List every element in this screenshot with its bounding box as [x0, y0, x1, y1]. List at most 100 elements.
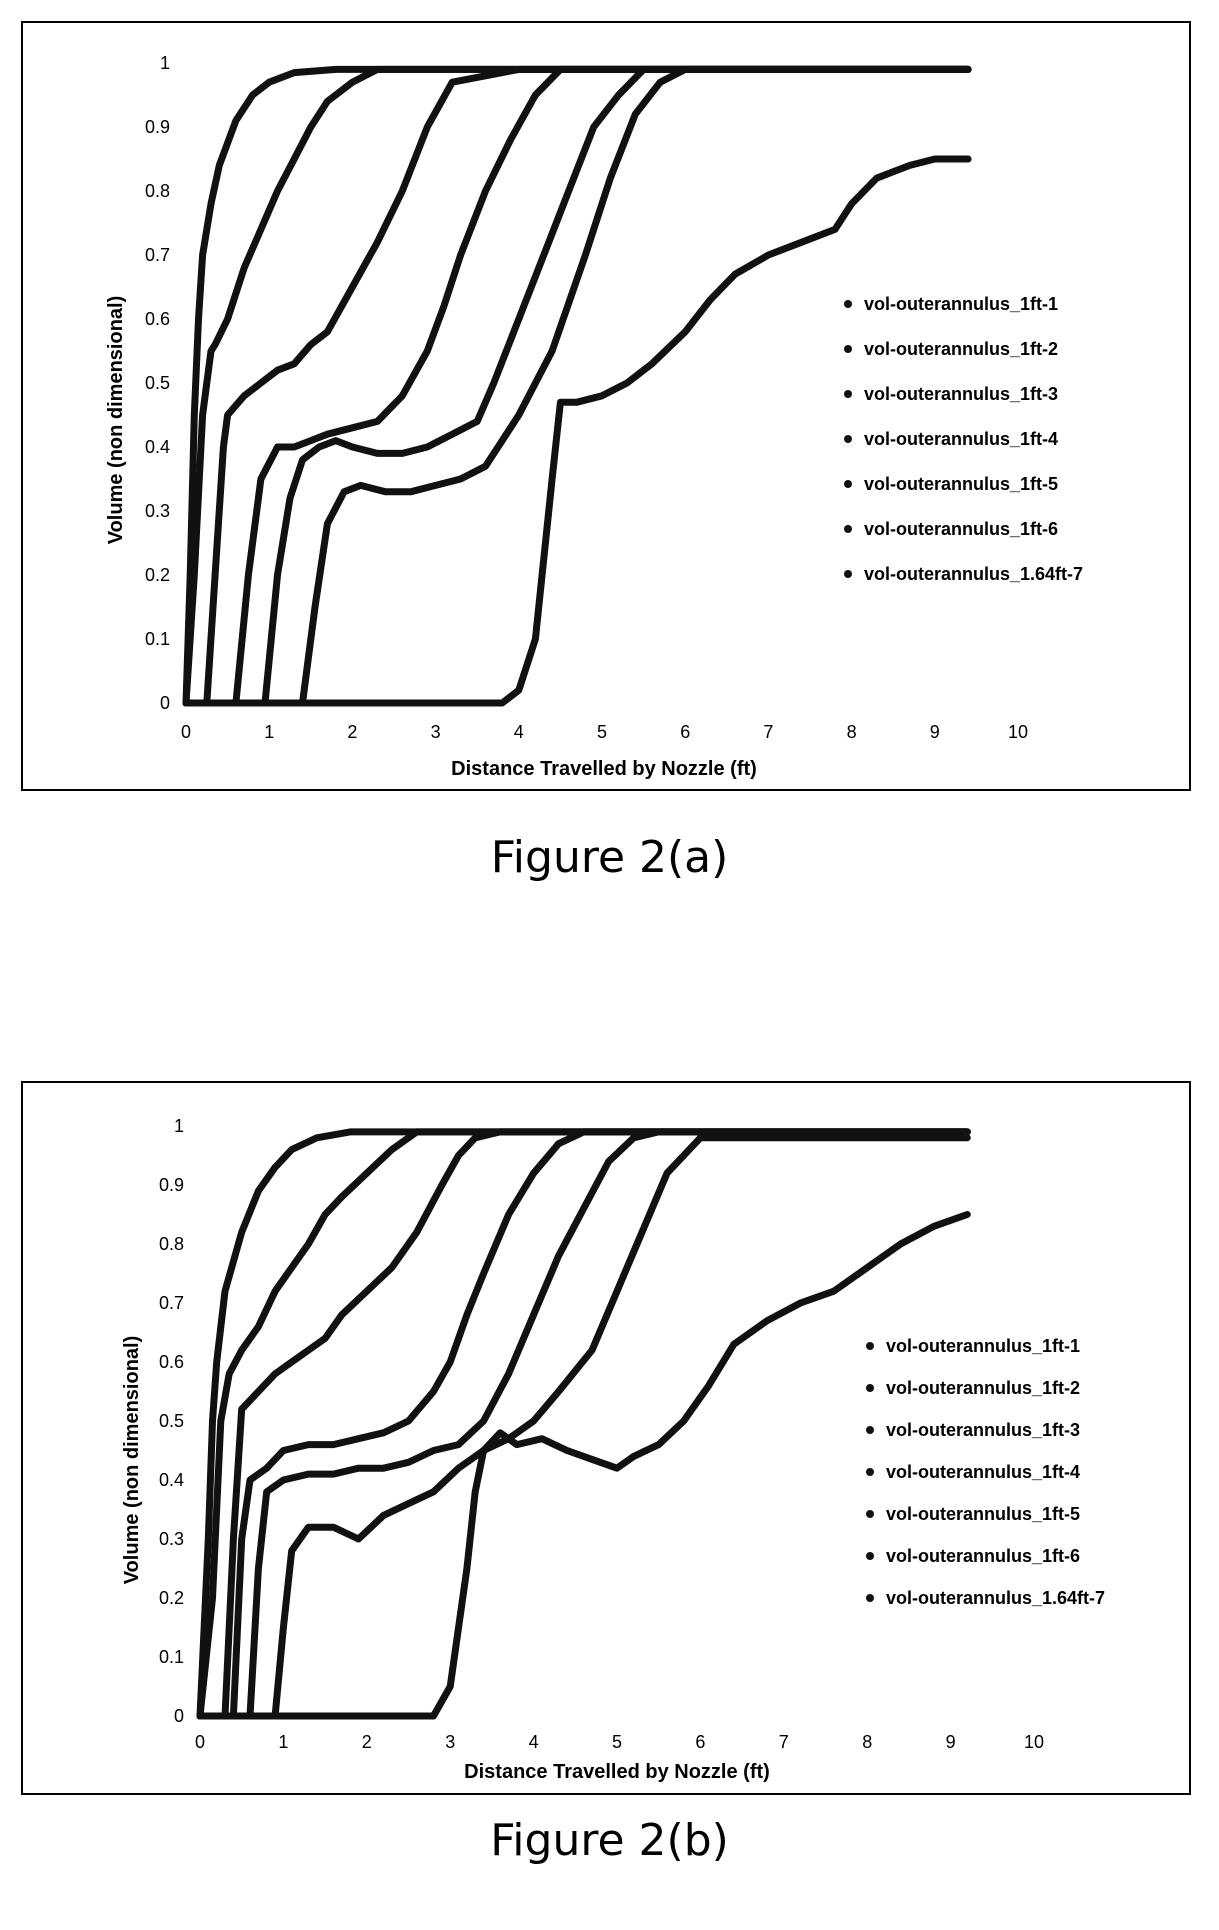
- legend: vol-outerannulus_1ft-1 vol-outerannulus_1…: [844, 294, 1083, 584]
- legend-entry: vol-outerannulus_1ft-4: [864, 429, 1058, 449]
- legend-entry: vol-outerannulus_1ft-1: [864, 294, 1058, 314]
- legend-marker: [866, 1468, 874, 1476]
- y-tick-label: 1: [174, 1116, 184, 1136]
- series-line-2: [196, 1128, 971, 1720]
- figure-2a-chart: 0 0.1 0.2 0.3 0.4 0.5 0.6 0.7 0.8 0.9 1 0 1 2 3 4 5 6 7 8 9…: [21, 21, 1191, 791]
- x-tick-label: 1: [264, 722, 274, 742]
- x-tick-label: 5: [597, 722, 607, 742]
- series-line-3: [196, 1128, 971, 1720]
- x-tick-label: 2: [362, 1732, 372, 1752]
- y-tick-label: 0.9: [159, 1175, 184, 1195]
- x-tick-label: 8: [847, 722, 857, 742]
- legend-marker: [866, 1426, 874, 1434]
- y-tick-label: 0.2: [159, 1588, 184, 1608]
- x-tick-label: 1: [278, 1732, 288, 1752]
- legend-marker: [844, 300, 852, 308]
- y-tick-label: 0.7: [145, 245, 170, 265]
- legend-entry: vol-outerannulus_1ft-2: [864, 339, 1058, 359]
- series-line-5: [182, 65, 972, 707]
- series-line-4: [196, 1128, 971, 1720]
- x-tick-label: 7: [763, 722, 773, 742]
- figure-caption: Figure 2(b): [490, 1815, 729, 1866]
- x-axis-title: Distance Travelled by Nozzle (ft): [464, 1761, 770, 1783]
- x-tick-label: 9: [946, 1732, 956, 1752]
- x-tick-label: 7: [779, 1732, 789, 1752]
- legend-marker: [844, 480, 852, 488]
- legend-marker: [844, 525, 852, 533]
- x-tick-label: 4: [514, 722, 524, 742]
- legend-entry: vol-outerannulus_1ft-5: [886, 1504, 1080, 1524]
- legend-marker: [866, 1342, 874, 1350]
- series-line-6: [196, 1134, 971, 1720]
- legend-marker: [844, 435, 852, 443]
- x-tick-label: 10: [1008, 722, 1028, 742]
- x-tick-label: 2: [347, 722, 357, 742]
- figure-2b-chart: 0 0.1 0.2 0.3 0.4 0.5 0.6 0.7 0.8 0.9 1 0 1 2 3 4 5 6 7 8 9…: [21, 1081, 1191, 1795]
- series-lines: [182, 65, 972, 707]
- legend-marker: [844, 570, 852, 578]
- legend-marker: [866, 1594, 874, 1602]
- legend-entry: vol-outerannulus_1ft-6: [864, 519, 1058, 539]
- chart-frame: [21, 21, 1191, 791]
- y-tick-label: 0.1: [145, 629, 170, 649]
- y-tick-label: 0.3: [159, 1529, 184, 1549]
- y-tick-label: 1: [160, 53, 170, 73]
- series-line-6: [182, 65, 972, 707]
- y-tick-label: 0: [160, 693, 170, 713]
- legend-entry: vol-outerannulus_1.64ft-7: [886, 1588, 1105, 1608]
- series-line-3: [182, 65, 972, 707]
- legend-entry: vol-outerannulus_1ft-2: [886, 1378, 1080, 1398]
- figure-caption: Figure 2(a): [490, 832, 729, 883]
- x-tick-label: 4: [529, 1732, 539, 1752]
- series-lines: [196, 1128, 971, 1720]
- legend-entry: vol-outerannulus_1ft-5: [864, 474, 1058, 494]
- y-tick-label: 0: [174, 1706, 184, 1726]
- x-tick-label: 6: [680, 722, 690, 742]
- y-tick-label: 0.7: [159, 1293, 184, 1313]
- legend-entry: vol-outerannulus_1ft-1: [886, 1336, 1080, 1356]
- y-tick-label: 0.3: [145, 501, 170, 521]
- legend-entry: vol-outerannulus_1ft-3: [864, 384, 1058, 404]
- x-axis-title: Distance Travelled by Nozzle (ft): [451, 758, 757, 780]
- x-tick-label: 10: [1024, 1732, 1044, 1752]
- legend-marker: [866, 1552, 874, 1560]
- x-tick-label: 3: [445, 1732, 455, 1752]
- legend-marker: [844, 390, 852, 398]
- legend-marker: [844, 345, 852, 353]
- y-tick-label: 0.2: [145, 565, 170, 585]
- x-tick-label: 8: [862, 1732, 872, 1752]
- series-line-2: [182, 65, 972, 707]
- x-tick-labels: 0 1 2 3 4 5 6 7 8 9 10: [181, 722, 1028, 742]
- series-line-4: [182, 65, 972, 707]
- y-tick-label: 0.6: [159, 1352, 184, 1372]
- figure-2b-panel: 0 0.1 0.2 0.3 0.4 0.5 0.6 0.7 0.8 0.9 1 0 1 2 3 4 5 6 7 8 9…: [0, 1080, 1219, 1930]
- legend-entry: vol-outerannulus_1.64ft-7: [864, 564, 1083, 584]
- y-tick-label: 0.9: [145, 117, 170, 137]
- figure-2a-panel: 0 0.1 0.2 0.3 0.4 0.5 0.6 0.7 0.8 0.9 1 0 1 2 3 4 5 6 7 8 9…: [21, 21, 1191, 883]
- y-tick-label: 0.4: [159, 1470, 184, 1490]
- legend-entry: vol-outerannulus_1ft-3: [886, 1420, 1080, 1440]
- y-tick-label: 0.5: [159, 1411, 184, 1431]
- x-tick-labels: 0 1 2 3 4 5 6 7 8 9 10: [195, 1732, 1044, 1752]
- y-axis-title: Volume (non dimensional): [105, 296, 127, 545]
- x-tick-label: 6: [695, 1732, 705, 1752]
- y-tick-labels: 0 0.1 0.2 0.3 0.4 0.5 0.6 0.7 0.8 0.9 1: [145, 53, 170, 713]
- x-tick-label: 0: [181, 722, 191, 742]
- x-tick-label: 5: [612, 1732, 622, 1752]
- series-line-1: [196, 1128, 971, 1720]
- legend-entry: vol-outerannulus_1ft-4: [886, 1462, 1080, 1482]
- y-tick-labels: 0 0.1 0.2 0.3 0.4 0.5 0.6 0.7 0.8 0.9 1: [159, 1116, 184, 1726]
- legend-marker: [866, 1510, 874, 1518]
- x-tick-label: 9: [930, 722, 940, 742]
- y-tick-label: 0.5: [145, 373, 170, 393]
- x-tick-label: 0: [195, 1732, 205, 1752]
- series-line-7: [196, 1211, 971, 1720]
- y-tick-label: 0.6: [145, 309, 170, 329]
- legend-entry: vol-outerannulus_1ft-6: [886, 1546, 1080, 1566]
- y-axis-title: Volume (non dimensional): [121, 1336, 143, 1585]
- x-tick-label: 3: [431, 722, 441, 742]
- legend-marker: [866, 1384, 874, 1392]
- series-line-5: [196, 1128, 971, 1720]
- y-tick-label: 0.8: [159, 1234, 184, 1254]
- y-tick-label: 0.1: [159, 1647, 184, 1667]
